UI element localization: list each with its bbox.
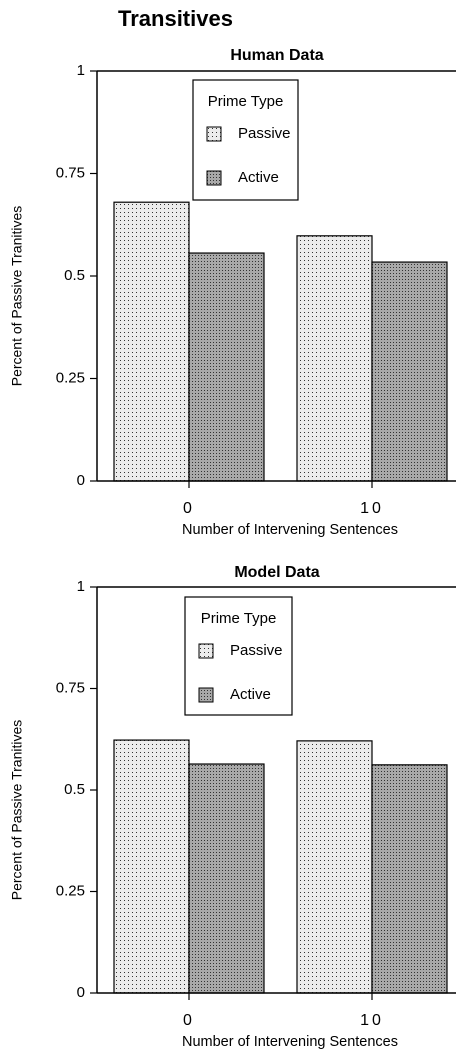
- bar: [188, 763, 265, 994]
- y-tick-label: 0.5: [64, 267, 85, 284]
- x-tick-label: 0: [183, 500, 195, 517]
- legend-swatch: [198, 643, 214, 659]
- legend-label: Passive: [230, 642, 283, 659]
- bar: [113, 201, 190, 482]
- y-tick-label: 0.25: [56, 369, 85, 386]
- bar: [371, 261, 448, 482]
- x-tick-label: 0: [183, 1012, 195, 1029]
- legend-label: Active: [238, 169, 279, 186]
- y-axis-label: Percent of Passive Tranitives: [9, 206, 25, 387]
- legend-box: [192, 79, 299, 201]
- legend-title: Prime Type: [208, 93, 284, 110]
- legend-label: Passive: [238, 125, 291, 142]
- y-tick-label: 0: [77, 984, 85, 1001]
- bar: [188, 252, 265, 482]
- x-tick-label: 10: [360, 1012, 384, 1029]
- page-title: Transitives: [118, 6, 233, 31]
- legend-swatch: [198, 687, 214, 703]
- legend-title: Prime Type: [201, 610, 277, 627]
- y-tick-label: 0.25: [56, 882, 85, 899]
- legend-label: Active: [230, 686, 271, 703]
- y-tick-label: 0.75: [56, 164, 85, 181]
- chart-title: Human Data: [230, 47, 323, 64]
- y-tick-label: 0: [77, 472, 85, 489]
- y-tick-label: 0.75: [56, 679, 85, 696]
- legend-swatch: [206, 126, 222, 142]
- x-axis-label: Number of Intervening Sentences: [182, 522, 398, 538]
- y-tick-label: 0.5: [64, 781, 85, 798]
- x-axis-label: Number of Intervening Sentences: [182, 1034, 398, 1050]
- x-tick-label: 10: [360, 500, 384, 517]
- bar: [371, 764, 448, 994]
- y-tick-label: 1: [77, 62, 85, 79]
- y-tick-label: 1: [77, 578, 85, 595]
- bar: [296, 235, 373, 482]
- bar: [296, 740, 373, 994]
- bar: [113, 739, 190, 994]
- legend-swatch: [206, 170, 222, 186]
- y-axis-label: Percent of Passive Tranitives: [9, 720, 25, 901]
- chart-title: Model Data: [234, 564, 319, 581]
